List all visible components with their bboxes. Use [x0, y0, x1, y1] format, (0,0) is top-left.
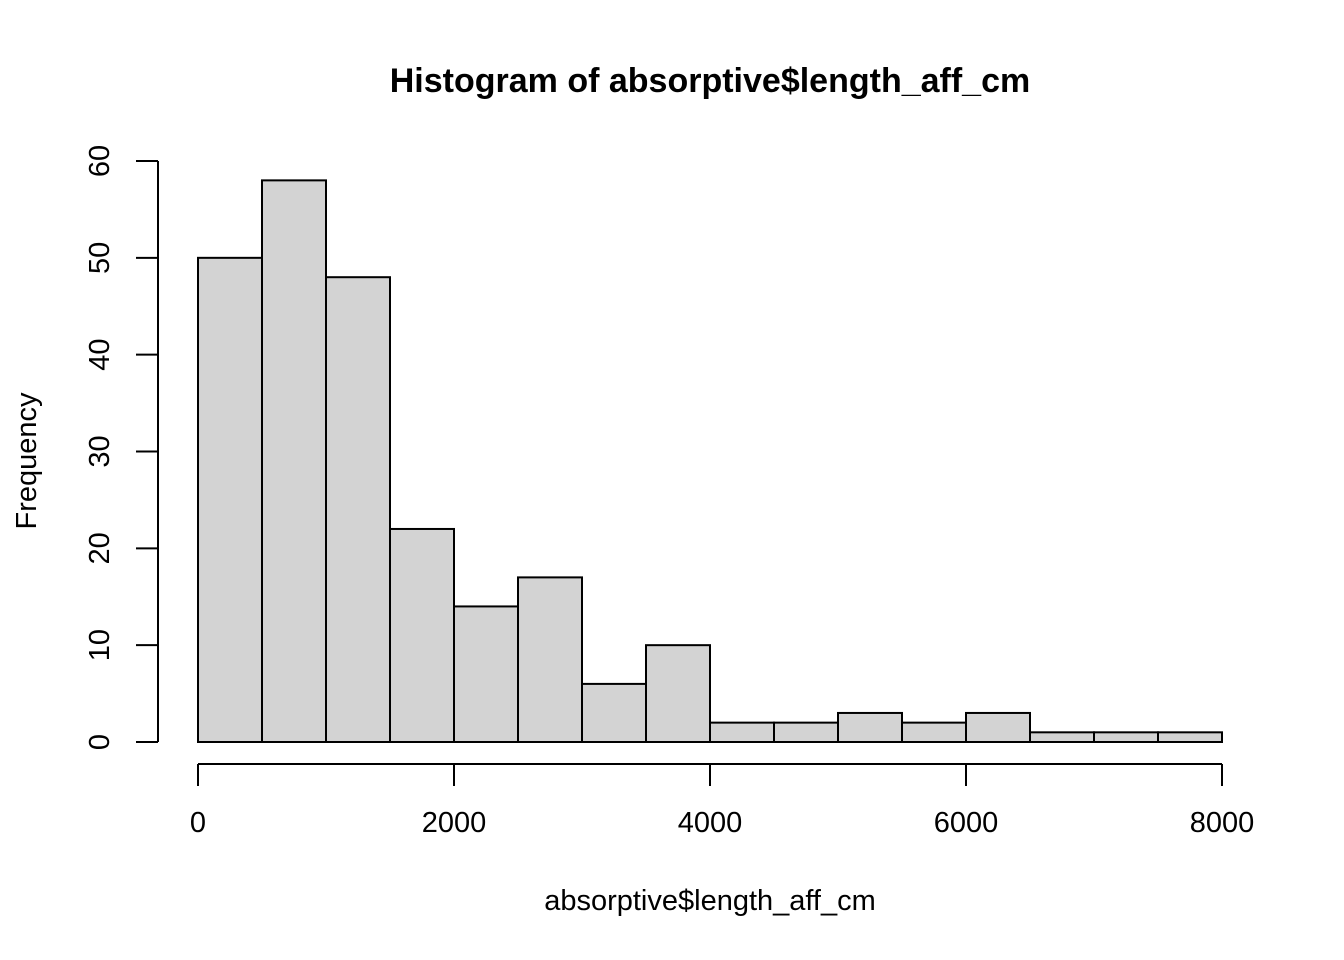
histogram-bar: [389, 527, 455, 744]
histogram-bar: [1029, 731, 1095, 743]
y-tick-label: 40: [84, 339, 116, 371]
histogram-bar: [517, 576, 583, 744]
histogram-bar: [837, 711, 903, 744]
histogram-bar: [965, 711, 1031, 744]
x-tick-label: 4000: [678, 807, 743, 839]
histogram-bar: [709, 721, 775, 744]
y-tick-label: 10: [84, 629, 116, 661]
x-tick-label: 2000: [422, 807, 487, 839]
x-tick-label: 8000: [1190, 807, 1255, 839]
histogram-bar: [325, 276, 391, 743]
histogram-bar: [1093, 731, 1159, 743]
x-tick-label: 0: [190, 807, 206, 839]
y-axis: 0 10 20 30 40 50 60: [84, 145, 159, 750]
y-tick-label: 20: [84, 532, 116, 564]
y-tick-label: 0: [84, 734, 116, 750]
x-tick-label: 6000: [934, 807, 999, 839]
histogram-bar: [773, 721, 839, 744]
y-tick-label: 30: [84, 435, 116, 467]
y-tick-label: 50: [84, 242, 116, 274]
x-axis: 0 2000 4000 6000 8000: [190, 763, 1255, 839]
chart-title: Histogram of absorptive$length_aff_cm: [390, 62, 1030, 100]
bars-group: [197, 179, 1223, 744]
histogram-bar: [453, 605, 519, 744]
x-axis-label: absorptive$length_aff_cm: [544, 885, 876, 917]
histogram-bar: [261, 179, 327, 744]
histogram-bar: [197, 256, 263, 743]
y-tick-label: 60: [84, 145, 116, 177]
histogram-bar: [645, 644, 711, 744]
histogram-bar: [581, 682, 647, 744]
histogram-bar: [1157, 731, 1223, 743]
histogram-bar: [901, 721, 967, 744]
y-axis-label: Frequency: [11, 392, 43, 530]
